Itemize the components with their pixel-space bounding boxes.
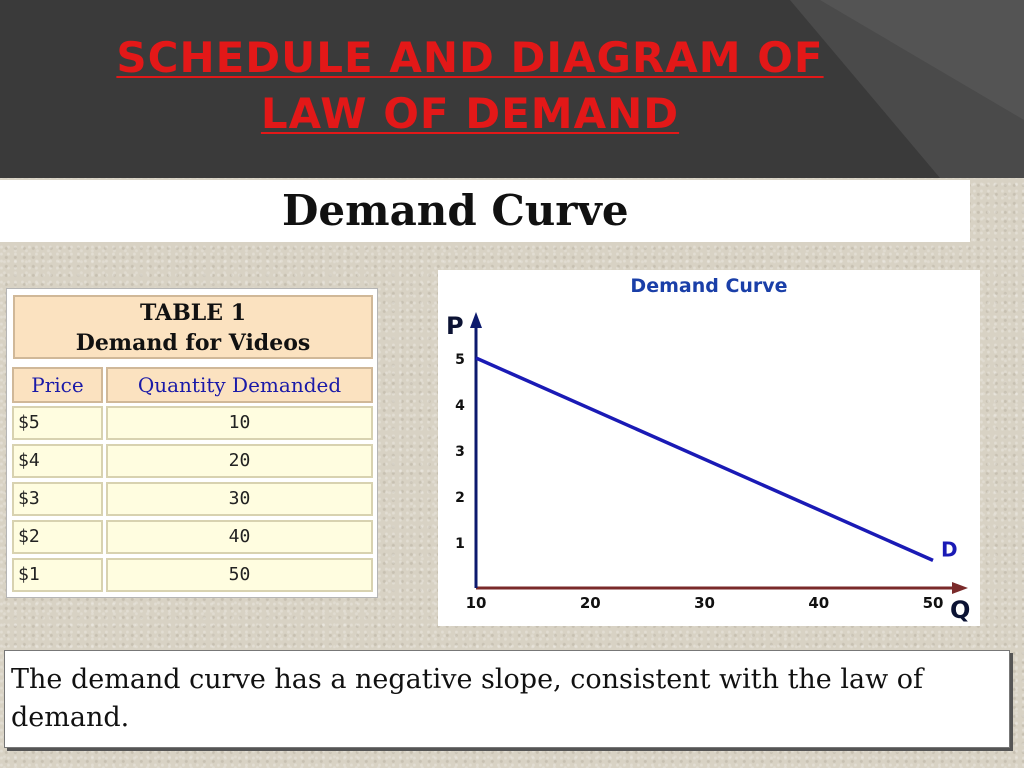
- header-decoration: [790, 0, 1024, 178]
- table-caption: TABLE 1 Demand for Videos: [13, 295, 373, 359]
- table-cell-quantity: 40: [106, 520, 373, 554]
- chart-canvas: Demand Curve P Q 1 2 3 4 5 10 20 30 40 50 D: [446, 275, 970, 624]
- y-tick-label: 2: [455, 490, 465, 506]
- x-tick-label: 10: [466, 594, 487, 612]
- demand-schedule-table: TABLE 1 Demand for Videos Price Quantity…: [6, 288, 378, 598]
- demand-curve-line: [475, 356, 934, 563]
- table-cell-price: $3: [12, 482, 103, 516]
- table-caption-line-2: Demand for Videos: [75, 330, 311, 356]
- x-tick-label: 40: [808, 594, 829, 612]
- y-tick-label: 3: [455, 444, 465, 460]
- banner-title: Demand Curve: [282, 186, 629, 235]
- y-tick-label: 1: [455, 536, 465, 552]
- x-tick-label: 20: [580, 594, 601, 612]
- table-cell-price: $1: [12, 558, 103, 592]
- x-tick-label: 50: [923, 594, 944, 612]
- slide-header: Schedule and Diagram of Law of demand: [0, 0, 1024, 178]
- table-cell-price: $4: [12, 444, 103, 478]
- series-label-d: D: [941, 537, 958, 561]
- column-header-price: Price: [12, 367, 103, 403]
- x-tick-label: 30: [694, 594, 715, 612]
- table-caption-line-1: TABLE 1: [139, 300, 247, 326]
- table-cell-quantity: 20: [106, 444, 373, 478]
- y-axis-label: P: [446, 312, 464, 340]
- demand-curve-chart: Demand Curve P Q 1 2 3 4 5 10 20 30 40 50 D: [438, 270, 980, 626]
- caption-box: The demand curve has a negative slope, c…: [4, 650, 1010, 748]
- slide-title: Schedule and Diagram of Law of demand: [70, 30, 870, 142]
- chart-title: Demand Curve: [630, 275, 787, 297]
- banner: [0, 180, 970, 242]
- x-axis-label: Q: [950, 596, 970, 624]
- slide-title-line-1: Schedule and Diagram of: [116, 33, 824, 82]
- y-tick-label: 5: [455, 352, 465, 368]
- table-cell-price: $2: [12, 520, 103, 554]
- caption-text: The demand curve has a negative slope, c…: [11, 664, 924, 733]
- table-cell-quantity: 50: [106, 558, 373, 592]
- table-cell-quantity: 10: [106, 406, 373, 440]
- y-axis-arrow: [470, 312, 482, 328]
- x-axis-arrow: [952, 582, 968, 594]
- slide-title-line-2: Law of demand: [260, 89, 680, 138]
- table-cell-price: $5: [12, 406, 103, 440]
- column-header-quantity: Quantity Demanded: [106, 367, 373, 403]
- y-tick-label: 4: [455, 398, 465, 414]
- table-cell-quantity: 30: [106, 482, 373, 516]
